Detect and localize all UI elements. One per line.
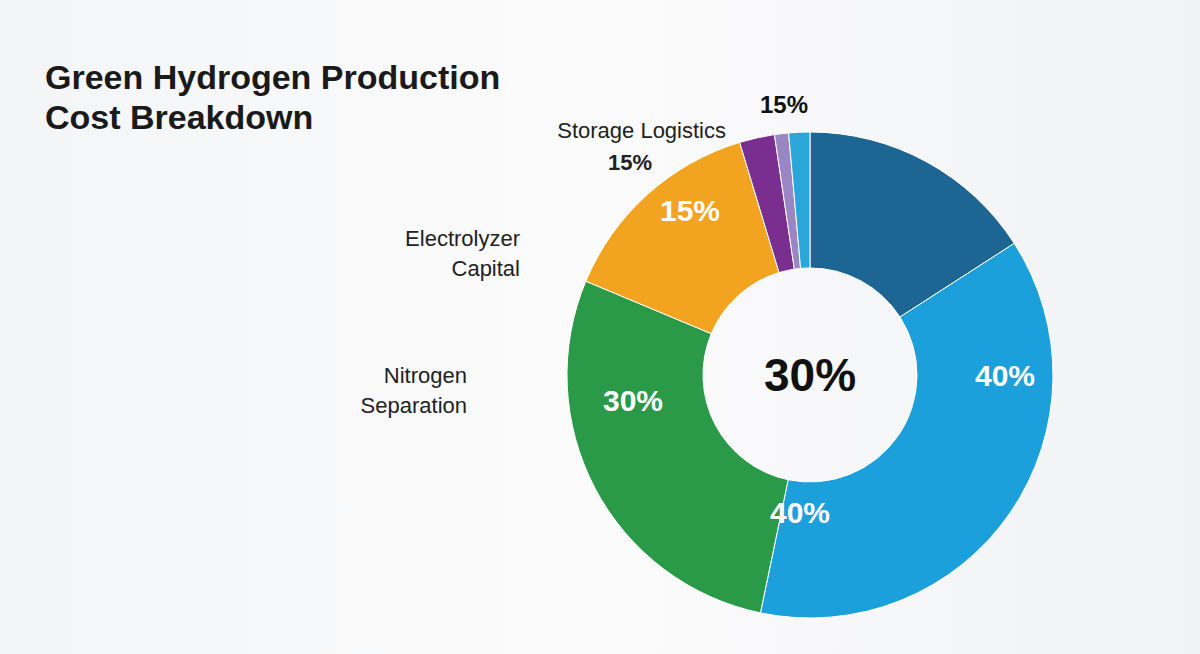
svg-text:Capital: Capital	[452, 256, 520, 281]
svg-text:15%: 15%	[660, 194, 720, 227]
svg-text:15%: 15%	[608, 150, 652, 175]
svg-text:40%: 40%	[770, 496, 830, 529]
svg-text:Cost Breakdown: Cost Breakdown	[45, 98, 313, 136]
svg-text:15%: 15%	[760, 91, 808, 118]
svg-text:Green Hydrogen Production: Green Hydrogen Production	[45, 58, 510, 96]
svg-text:30%: 30%	[603, 384, 663, 417]
svg-text:Separation: Separation	[361, 393, 467, 418]
svg-text:30%: 30%	[764, 349, 856, 401]
svg-text:Nitrogen: Nitrogen	[384, 363, 467, 388]
svg-text:Storage Logistics: Storage Logistics	[557, 118, 726, 143]
svg-text:Electrolyzer: Electrolyzer	[405, 226, 520, 251]
svg-text:40%: 40%	[975, 359, 1035, 392]
